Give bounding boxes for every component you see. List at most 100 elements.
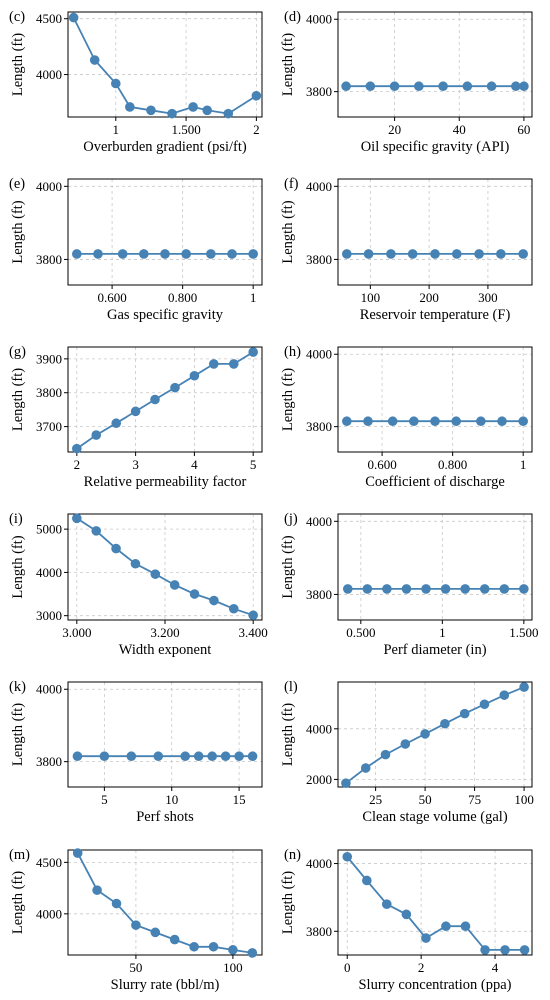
panel-e: 0.600 0.800 1 3800 4000 Gas specific gravity L… bbox=[9, 176, 263, 323]
x-tick-label: 15 bbox=[233, 792, 246, 807]
data-point bbox=[459, 708, 470, 719]
y-tick-label: 3700 bbox=[36, 419, 62, 434]
data-point bbox=[451, 416, 461, 427]
x-tick-label: 1 bbox=[520, 457, 527, 472]
panel-label: (f) bbox=[284, 176, 299, 192]
y-axis-label: Length (ft) bbox=[10, 535, 26, 598]
data-point bbox=[180, 751, 191, 762]
x-tick-label: 0.600 bbox=[367, 457, 396, 472]
plot-frame bbox=[337, 849, 533, 956]
panel-label: (e) bbox=[9, 176, 25, 192]
data-point bbox=[421, 584, 431, 594]
y-axis-label: Length (ft) bbox=[10, 33, 26, 96]
y-axis-label: Length (ft) bbox=[280, 535, 296, 598]
data-point bbox=[460, 921, 471, 932]
panel-f: 100 200 300 3800 4000 Reservoir temperature (… bbox=[280, 176, 533, 323]
x-axis-label: Oil specific gravity (API) bbox=[361, 139, 510, 155]
data-point bbox=[451, 249, 462, 259]
x-tick-label: 100 bbox=[514, 792, 534, 807]
data-point bbox=[342, 416, 352, 427]
data-point bbox=[117, 249, 128, 259]
data-point bbox=[72, 513, 82, 524]
data-point bbox=[130, 558, 141, 569]
data-point bbox=[430, 249, 440, 259]
panel-i: 3.000 3.200 3.400 3000 4000 5000 Width exponen… bbox=[9, 511, 268, 658]
data-point bbox=[131, 920, 141, 930]
data-point bbox=[150, 394, 160, 405]
data-point bbox=[207, 751, 217, 762]
data-point bbox=[146, 105, 156, 116]
y-tick-label: 3800 bbox=[36, 754, 62, 769]
data-point bbox=[519, 81, 529, 92]
data-point bbox=[72, 249, 82, 259]
plot-frame bbox=[337, 178, 533, 286]
x-tick-label: 0.800 bbox=[168, 290, 197, 305]
data-point bbox=[460, 584, 470, 594]
x-tick-label: 0.800 bbox=[438, 457, 467, 472]
data-point bbox=[125, 102, 135, 112]
data-point bbox=[407, 249, 418, 259]
data-point bbox=[486, 81, 497, 92]
data-point bbox=[380, 749, 391, 760]
y-axis-label: Length (ft) bbox=[280, 200, 296, 263]
x-tick-label: 3.000 bbox=[62, 625, 91, 640]
panel-d: 20 40 60 3800 4000 Oil specific gravity (API)… bbox=[280, 9, 533, 155]
data-point bbox=[202, 105, 212, 116]
y-tick-label: 4000 bbox=[36, 67, 62, 82]
data-point bbox=[247, 751, 258, 762]
panel-m: 50 100 4000 4500 Slurry rate (bbl/m) Length (… bbox=[9, 847, 263, 993]
y-tick-label: 4000 bbox=[36, 565, 62, 580]
data-point bbox=[220, 751, 231, 762]
x-axis-label: Perf diameter (in) bbox=[383, 642, 486, 658]
y-tick-label: 3800 bbox=[306, 924, 332, 939]
data-point bbox=[499, 584, 510, 594]
data-point bbox=[387, 416, 398, 427]
data-point bbox=[92, 885, 102, 895]
series-line bbox=[72, 17, 257, 115]
data-point bbox=[181, 249, 191, 259]
x-tick-label: 100 bbox=[361, 290, 381, 305]
data-point bbox=[228, 603, 239, 614]
x-tick-label: 1 bbox=[439, 625, 446, 640]
series-line bbox=[76, 852, 253, 954]
data-point bbox=[189, 589, 200, 599]
data-point bbox=[401, 909, 412, 920]
data-point bbox=[72, 751, 83, 762]
plot-frame bbox=[337, 346, 533, 453]
x-tick-label: 0.600 bbox=[97, 290, 126, 305]
x-tick-label: 50 bbox=[129, 960, 142, 975]
data-point bbox=[126, 751, 137, 762]
data-point bbox=[400, 739, 411, 749]
data-point bbox=[440, 718, 450, 729]
panel-label: (j) bbox=[284, 511, 298, 527]
plot-frame bbox=[67, 346, 263, 453]
panel-label: (d) bbox=[284, 9, 301, 25]
data-point bbox=[89, 55, 100, 65]
data-point bbox=[72, 443, 82, 454]
y-tick-label: 4000 bbox=[36, 682, 62, 697]
x-tick-label: 40 bbox=[453, 122, 466, 137]
data-point bbox=[170, 382, 180, 393]
x-tick-label: 3.200 bbox=[150, 625, 179, 640]
x-tick-label: 4 bbox=[492, 960, 499, 975]
x-tick-label: 60 bbox=[517, 122, 530, 137]
panel-n: 0 2 4 3800 4000 Slurry concentration (ppa) Len… bbox=[280, 847, 533, 993]
data-point bbox=[209, 595, 219, 606]
y-tick-label: 4000 bbox=[306, 179, 332, 194]
panel-label: (i) bbox=[9, 511, 23, 527]
series-line bbox=[345, 686, 525, 784]
data-point bbox=[389, 81, 400, 92]
y-tick-label: 4000 bbox=[306, 721, 332, 736]
panel-l: 25 50 75 100 2000 4000 Clean stage volume (gal… bbox=[280, 679, 534, 825]
y-tick-label: 3800 bbox=[36, 385, 62, 400]
data-point bbox=[160, 249, 170, 259]
x-tick-label: 1 bbox=[250, 290, 257, 305]
data-point bbox=[479, 584, 490, 594]
data-point bbox=[362, 584, 373, 594]
data-point bbox=[153, 751, 164, 762]
data-point bbox=[68, 12, 79, 23]
y-tick-label: 3800 bbox=[36, 252, 62, 267]
panel-label: (m) bbox=[9, 847, 30, 863]
x-tick-label: 25 bbox=[369, 792, 382, 807]
x-tick-label: 10 bbox=[165, 792, 178, 807]
